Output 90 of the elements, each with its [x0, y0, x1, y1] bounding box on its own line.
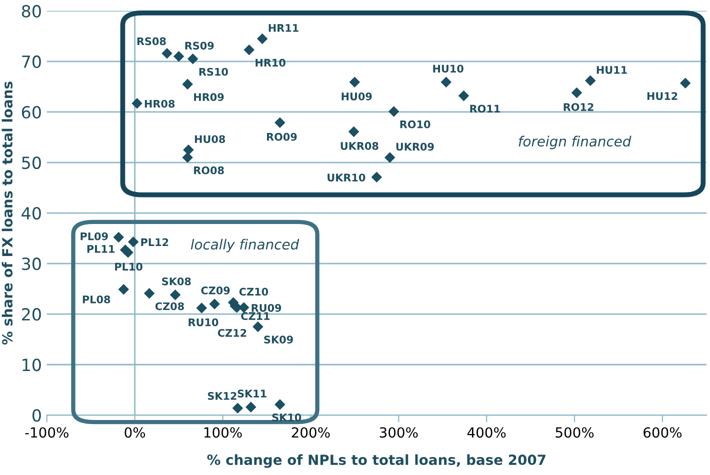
annotation: UKR10	[328, 174, 366, 182]
point	[187, 54, 198, 64]
annotation: SK09	[264, 336, 293, 344]
point	[128, 236, 139, 248]
y-tick-label: 70	[22, 55, 41, 68]
y-tick-label: 60	[22, 106, 41, 119]
annotation: HU12	[647, 92, 678, 100]
annotation: locally financed	[190, 238, 300, 252]
annotation: HR11	[268, 24, 298, 32]
x-tick-label: 600%	[644, 427, 682, 438]
point	[183, 144, 194, 156]
point	[173, 51, 184, 62]
annotation: CZ10	[239, 288, 268, 296]
y-tick-label: 80	[22, 4, 41, 18]
y-tick-label: 40	[22, 207, 41, 220]
y-tick-label: 30	[22, 258, 41, 270]
point	[348, 126, 360, 138]
point	[244, 44, 255, 56]
y-tick-label: 50	[22, 156, 41, 170]
annotation: RO12	[564, 103, 594, 111]
annotation: PL08	[82, 295, 110, 304]
y-axis-title: % share of FX loans to total loans	[2, 82, 13, 345]
y-tick-label: 20	[22, 308, 41, 321]
y-tick-label: 10	[22, 358, 41, 372]
annotation: HU11	[596, 66, 627, 74]
x-tick-label: 300%	[380, 427, 418, 438]
annotation: PL09	[80, 232, 108, 240]
annotation: CZ11	[241, 312, 270, 320]
annotation: HU10	[433, 64, 464, 73]
point	[182, 78, 193, 90]
point	[252, 321, 264, 332]
x-tick-label: 200%	[292, 427, 330, 438]
annotation: CZ09	[201, 286, 230, 294]
point	[113, 232, 124, 243]
x-tick-label: 500%	[556, 427, 594, 438]
point	[680, 78, 691, 89]
annotation: HU08	[194, 135, 226, 144]
annotation: UKR09	[396, 142, 434, 151]
point	[118, 284, 130, 295]
point	[571, 87, 582, 98]
annotation: SK10	[272, 413, 302, 422]
point	[144, 288, 155, 299]
x-axis-title: % change of NPLs to total loans, base 2007	[207, 454, 546, 468]
point	[384, 152, 396, 163]
point	[458, 90, 470, 102]
annotation: HR10	[256, 58, 286, 67]
annotation: RO10	[400, 120, 430, 128]
point	[274, 117, 286, 128]
annotation: PL11	[87, 245, 114, 253]
annotation: CZ12	[218, 328, 246, 337]
annotation: PL10	[115, 262, 142, 271]
annotation: HR09	[194, 93, 224, 102]
annotation: HU09	[342, 92, 372, 100]
point	[371, 172, 382, 183]
annotation: RO08	[194, 166, 224, 174]
point	[132, 98, 142, 109]
annotation: foreign financed	[518, 136, 632, 150]
point	[162, 48, 172, 59]
annotation: CZ08	[155, 302, 184, 310]
annotation: RU10	[188, 318, 218, 326]
annotation: RO09	[266, 132, 297, 141]
annotation: SK11	[238, 390, 266, 398]
annotation: PL12	[141, 238, 168, 246]
point	[274, 399, 286, 410]
annotation: SK12	[208, 392, 236, 400]
annotation: HR08	[144, 100, 175, 108]
annotation: RS09	[185, 42, 214, 50]
annotation: RS10	[199, 68, 228, 76]
point	[122, 247, 134, 258]
annotation: RU09	[252, 304, 282, 312]
point	[388, 106, 400, 117]
y-tick-label: 0	[32, 409, 41, 422]
x-tick-label: -100%	[25, 427, 68, 438]
annotation: SK08	[162, 277, 191, 286]
x-tick-label: 400%	[467, 427, 506, 438]
point	[584, 75, 596, 86]
point	[440, 76, 452, 88]
annotation: UKR08	[340, 142, 378, 150]
x-tick-label: 0%	[124, 427, 146, 438]
x-tick-label: 100%	[204, 427, 242, 438]
point	[246, 402, 256, 412]
point	[349, 76, 360, 88]
annotation: RS08	[137, 37, 166, 46]
point	[209, 298, 220, 310]
point	[256, 33, 268, 44]
point	[196, 302, 208, 314]
point	[170, 290, 181, 300]
point	[182, 152, 193, 163]
annotation: RO11	[470, 104, 500, 113]
point	[232, 402, 244, 414]
